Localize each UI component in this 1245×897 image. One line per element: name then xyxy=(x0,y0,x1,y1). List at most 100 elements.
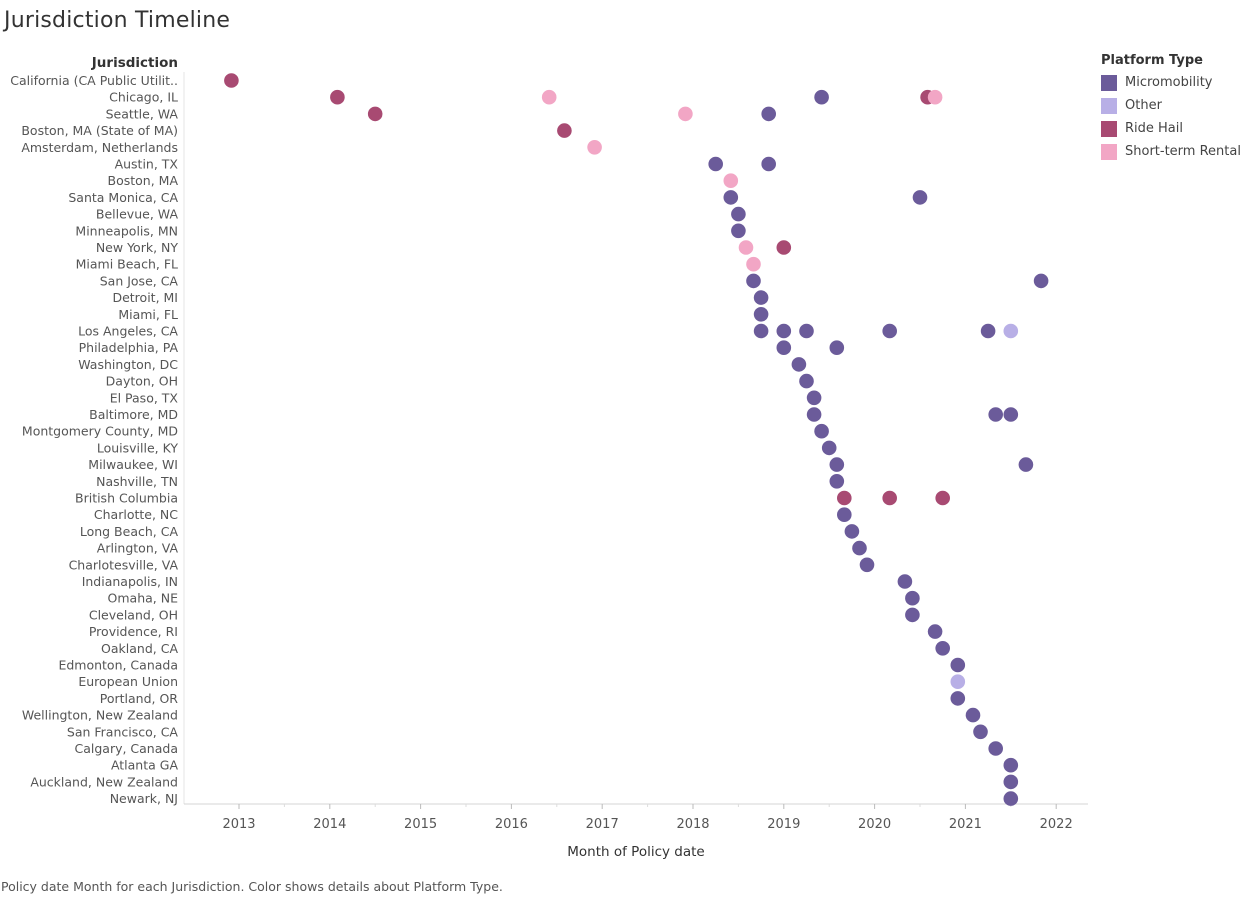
data-point[interactable] xyxy=(753,290,769,305)
y-tick-label: San Francisco, CA xyxy=(67,724,179,739)
data-point[interactable] xyxy=(814,89,829,105)
data-point[interactable] xyxy=(927,624,943,639)
data-point[interactable] xyxy=(738,240,754,255)
data-point[interactable] xyxy=(950,691,966,706)
data-point[interactable] xyxy=(1018,457,1034,472)
data-point[interactable] xyxy=(678,106,693,122)
legend-item[interactable]: Ride Hail xyxy=(1101,117,1241,140)
data-point[interactable] xyxy=(882,323,897,339)
data-point[interactable] xyxy=(973,724,988,740)
data-point[interactable] xyxy=(935,490,950,506)
y-tick-label: Baltimore, MD xyxy=(89,407,178,422)
data-point[interactable] xyxy=(950,657,966,673)
data-point[interactable] xyxy=(859,557,875,573)
y-axis-label: Jurisdiction xyxy=(91,55,178,71)
data-point[interactable] xyxy=(912,190,928,205)
legend-item[interactable]: Micromobility xyxy=(1101,71,1241,94)
data-point[interactable] xyxy=(776,323,792,339)
data-point[interactable] xyxy=(799,373,814,389)
legend-item[interactable]: Other xyxy=(1101,94,1241,117)
data-point[interactable] xyxy=(965,707,981,723)
x-axis-label: Month of Policy date xyxy=(567,844,704,860)
data-point[interactable] xyxy=(1003,791,1019,806)
legend-item[interactable]: Short-term Rental xyxy=(1101,140,1241,163)
data-point[interactable] xyxy=(814,423,829,439)
data-point[interactable] xyxy=(1003,407,1019,422)
data-point[interactable] xyxy=(776,240,792,255)
y-tick-label: Long Beach, CA xyxy=(80,524,179,539)
y-tick-label: Atlanta GA xyxy=(111,758,179,773)
legend-swatch xyxy=(1101,143,1117,160)
y-tick-label: Oakland, CA xyxy=(101,641,178,656)
data-point[interactable] xyxy=(806,407,822,422)
chart-caption: Policy date Month for each Jurisdiction.… xyxy=(1,879,503,894)
data-point[interactable] xyxy=(927,89,943,105)
legend-label: Micromobility xyxy=(1125,75,1213,90)
data-point[interactable] xyxy=(844,524,860,539)
data-point[interactable] xyxy=(746,256,761,272)
data-point[interactable] xyxy=(753,307,769,322)
data-point[interactable] xyxy=(1003,323,1019,339)
data-point[interactable] xyxy=(557,123,572,138)
data-point[interactable] xyxy=(829,457,845,472)
y-tick-label: Boston, MA (State of MA) xyxy=(21,123,178,138)
data-point[interactable] xyxy=(731,206,746,222)
y-tick-label: Minneapolis, MN xyxy=(75,223,178,238)
data-point[interactable] xyxy=(1033,273,1049,289)
data-point[interactable] xyxy=(935,641,950,656)
data-point[interactable] xyxy=(980,323,996,339)
legend-label: Short-term Rental xyxy=(1125,144,1241,159)
data-point[interactable] xyxy=(1003,757,1019,773)
data-point[interactable] xyxy=(587,140,602,155)
data-point[interactable] xyxy=(761,156,776,172)
data-point[interactable] xyxy=(791,357,807,372)
y-tick-label: Edmonton, Canada xyxy=(58,658,178,673)
data-point[interactable] xyxy=(897,574,913,589)
y-tick-label: Bellevue, WA xyxy=(96,207,179,222)
y-tick-label: Miami Beach, FL xyxy=(76,257,178,272)
legend-label: Ride Hail xyxy=(1125,121,1183,136)
data-point[interactable] xyxy=(988,741,1003,756)
y-tick-label: Miami, FL xyxy=(118,307,178,322)
data-point[interactable] xyxy=(837,507,852,522)
data-point[interactable] xyxy=(905,607,920,623)
data-point[interactable] xyxy=(829,340,845,356)
data-point[interactable] xyxy=(541,89,557,105)
y-tick-label: Chicago, IL xyxy=(109,90,178,105)
data-point[interactable] xyxy=(776,340,792,356)
data-point[interactable] xyxy=(806,390,822,406)
data-point[interactable] xyxy=(905,590,920,606)
y-tick-label: Montgomery County, MD xyxy=(22,424,178,439)
data-point[interactable] xyxy=(761,106,776,122)
data-point[interactable] xyxy=(950,674,966,689)
y-tick-label: Santa Monica, CA xyxy=(68,190,178,205)
x-tick-label: 2019 xyxy=(767,817,800,832)
data-point[interactable] xyxy=(829,474,845,489)
data-point[interactable] xyxy=(708,156,723,172)
data-point[interactable] xyxy=(723,190,739,205)
data-point[interactable] xyxy=(746,273,761,289)
x-tick-label: 2013 xyxy=(222,817,255,832)
data-point[interactable] xyxy=(1003,774,1019,790)
y-tick-label: Indianapolis, IN xyxy=(82,574,178,589)
data-point[interactable] xyxy=(882,490,897,506)
data-point[interactable] xyxy=(753,323,769,339)
data-point[interactable] xyxy=(821,440,837,456)
x-tick-label: 2020 xyxy=(858,817,891,832)
data-point[interactable] xyxy=(330,89,345,105)
legend-items: Micromobility Other Ride Hail Short-term Re… xyxy=(1101,71,1241,163)
data-point[interactable] xyxy=(224,73,239,88)
chart-title: Jurisdiction Timeline xyxy=(4,8,231,33)
y-tick-label: Amsterdam, Netherlands xyxy=(21,140,178,155)
data-point[interactable] xyxy=(799,323,814,339)
data-point[interactable] xyxy=(988,407,1003,422)
legend-label: Other xyxy=(1125,98,1162,113)
data-point[interactable] xyxy=(837,490,852,506)
data-point[interactable] xyxy=(723,173,739,188)
data-point[interactable] xyxy=(731,223,746,239)
data-point[interactable] xyxy=(367,106,383,122)
data-point[interactable] xyxy=(852,540,867,556)
y-tick-label: Newark, NJ xyxy=(110,791,178,806)
y-tick-label: Providence, RI xyxy=(89,624,178,639)
x-tick-label: 2017 xyxy=(586,817,619,832)
